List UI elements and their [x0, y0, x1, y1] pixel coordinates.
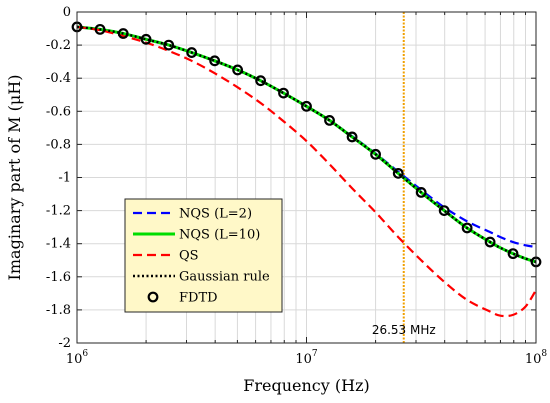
fdtd-marker — [255, 75, 267, 87]
y-tick-label: -1.4 — [46, 237, 71, 252]
y-tick-label: 0 — [63, 5, 71, 20]
frequency-marker-label: 26.53 MHz — [372, 323, 436, 337]
fdtd-marker — [140, 33, 152, 45]
y-axis-title: Imaginary part of M (μH) — [5, 75, 24, 281]
series-line-2 — [76, 25, 537, 318]
y-tick-label: -0.2 — [46, 38, 71, 53]
legend: NQS (L=2) NQS (L=10) QS Gaussian rule FDTD — [124, 198, 283, 313]
x-tick-label: 106 — [66, 349, 89, 367]
fdtd-marker — [507, 248, 519, 260]
fdtd-marker — [209, 55, 221, 67]
y-tick-label: -2 — [58, 336, 71, 351]
fdtd-marker — [438, 205, 450, 217]
legend-label: Gaussian rule — [179, 270, 270, 285]
fdtd-marker — [461, 222, 473, 234]
y-tick-label: -1.2 — [46, 204, 71, 219]
axis-ticks: 0 -0.2 -0.4 -0.6 -0.8 -1 -1.2 -1.4 -1.6 -1.8 -2106… — [46, 5, 547, 367]
y-tick-label: -1.8 — [46, 303, 71, 318]
legend-label: NQS (L=10) — [179, 228, 260, 243]
fdtd-marker — [163, 39, 175, 51]
y-tick-label: -0.4 — [46, 71, 71, 86]
y-tick-label: -0.8 — [46, 137, 71, 152]
fdtd-marker — [94, 23, 106, 35]
fdtd-marker — [324, 115, 335, 126]
fdtd-marker — [301, 100, 312, 112]
fdtd-marker — [392, 167, 404, 179]
y-tick-label: -1 — [58, 171, 71, 186]
legend-swatch — [147, 291, 159, 303]
legend-label: QS — [179, 249, 199, 264]
legend-label: FDTD — [179, 291, 218, 306]
x-tick-label: 107 — [295, 349, 318, 367]
y-tick-label: -0.6 — [46, 104, 71, 119]
legend-label: NQS (L=2) — [179, 207, 252, 222]
fdtd-marker — [346, 131, 358, 143]
fdtd-marker — [278, 87, 289, 99]
series-layer — [71, 21, 542, 318]
y-tick-label: -1.6 — [46, 270, 71, 285]
fdtd-marker — [117, 28, 129, 39]
fdtd-marker — [415, 186, 427, 198]
fdtd-marker — [370, 148, 381, 160]
fdtd-marker — [484, 236, 496, 248]
x-axis-title: Frequency (Hz) — [243, 376, 370, 395]
fdtd-marker — [232, 64, 244, 76]
fdtd-marker — [186, 47, 198, 58]
x-tick-label: 108 — [525, 349, 548, 367]
